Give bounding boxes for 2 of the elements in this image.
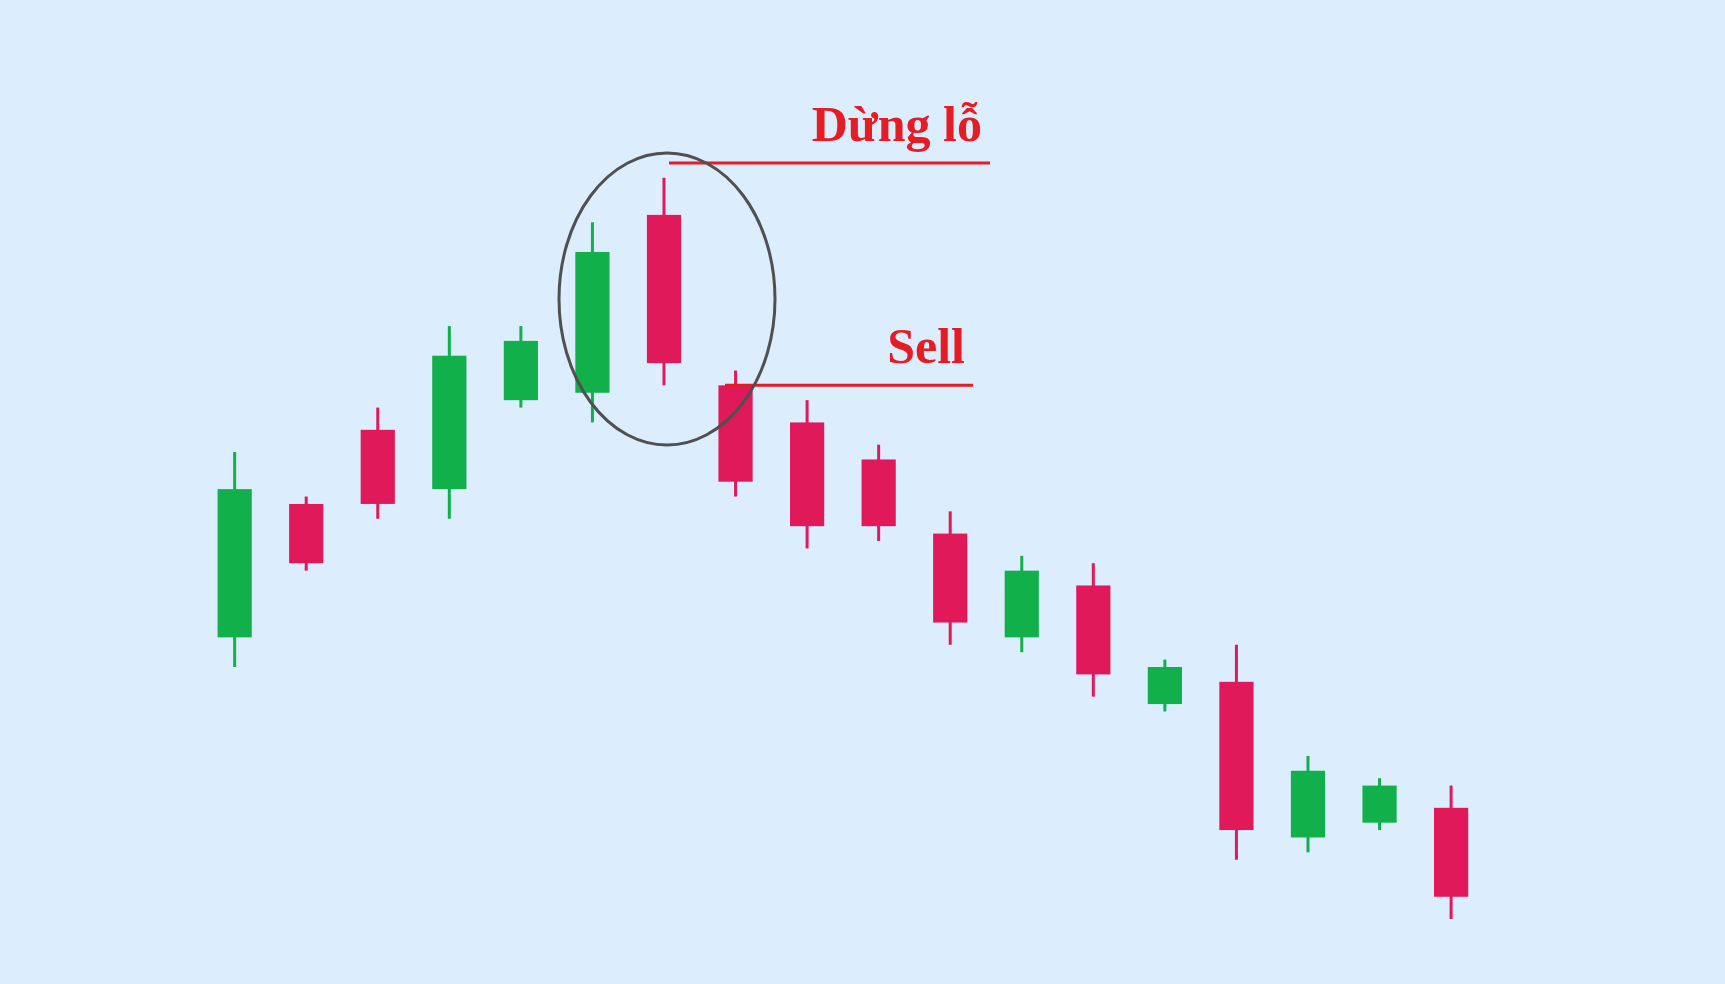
ref-line-label: Sell (887, 318, 966, 375)
ref-line-label: Dừng lỗ (811, 96, 982, 152)
